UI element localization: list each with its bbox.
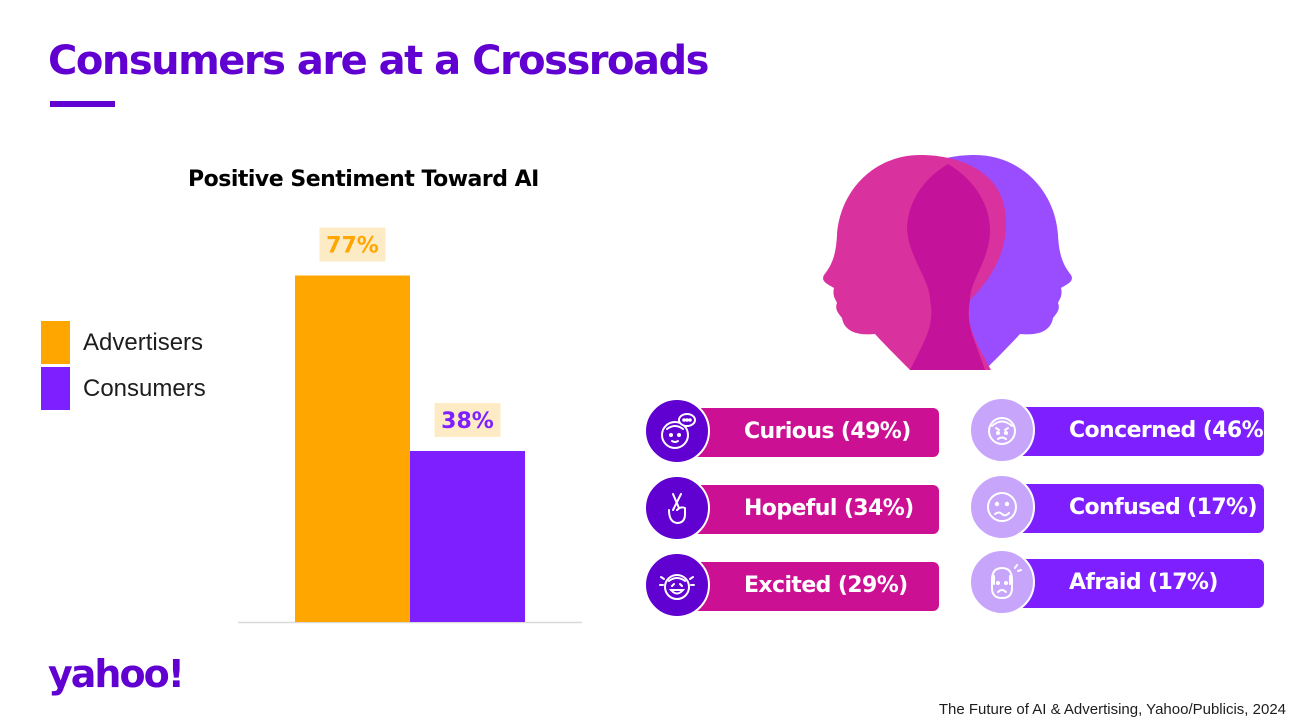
- concerned-face-icon: [969, 397, 1035, 463]
- legend-label-advertisers: Advertisers: [83, 329, 204, 356]
- bar-consumers: [410, 451, 525, 622]
- emotion-label-concerned: Concerned (46%): [1069, 418, 1273, 443]
- yahoo-logo: yahoo!: [48, 652, 185, 696]
- emotion-pill-curious: Curious (49%): [644, 398, 939, 464]
- emotion-pill-confused: Confused (17%): [969, 474, 1264, 540]
- curious-face-icon: [644, 398, 710, 464]
- bar-advertisers: [295, 275, 410, 622]
- legend-swatch-advertisers: [41, 321, 70, 364]
- heads-overlap: [907, 164, 990, 370]
- emotion-label-hopeful: Hopeful (34%): [744, 496, 914, 521]
- emotion-pill-concerned: Concerned (46%): [969, 397, 1273, 463]
- excited-face-icon: [644, 552, 710, 618]
- title-underline: [50, 101, 115, 107]
- data-label-bg-advertisers: [319, 227, 386, 262]
- data-label-advertisers: 77%: [326, 234, 379, 259]
- emotion-label-excited: Excited (29%): [744, 573, 908, 598]
- emotion-pill-afraid: Afraid (17%): [969, 549, 1264, 615]
- confused-face-icon: [969, 474, 1035, 540]
- source-citation: The Future of AI & Advertising, Yahoo/Pu…: [938, 701, 1286, 718]
- data-label-consumers: 38%: [441, 409, 494, 434]
- emotion-label-confused: Confused (17%): [1069, 495, 1258, 520]
- page-title: Consumers are at a Crossroads: [48, 38, 709, 84]
- legend-swatch-consumers: [41, 367, 70, 410]
- data-label-bg-consumers: [434, 403, 501, 437]
- crossed-fingers-icon: [644, 475, 710, 541]
- emotion-label-curious: Curious (49%): [744, 419, 911, 444]
- chart-title: Positive Sentiment Toward AI: [188, 167, 539, 192]
- afraid-face-icon: [969, 549, 1035, 615]
- legend-label-consumers: Consumers: [83, 375, 206, 402]
- emotion-pill-excited: Excited (29%): [644, 552, 939, 618]
- overlapping-heads-illustration: [823, 155, 1072, 370]
- emotion-label-afraid: Afraid (17%): [1069, 570, 1218, 595]
- emotion-pill-hopeful: Hopeful (34%): [644, 475, 939, 541]
